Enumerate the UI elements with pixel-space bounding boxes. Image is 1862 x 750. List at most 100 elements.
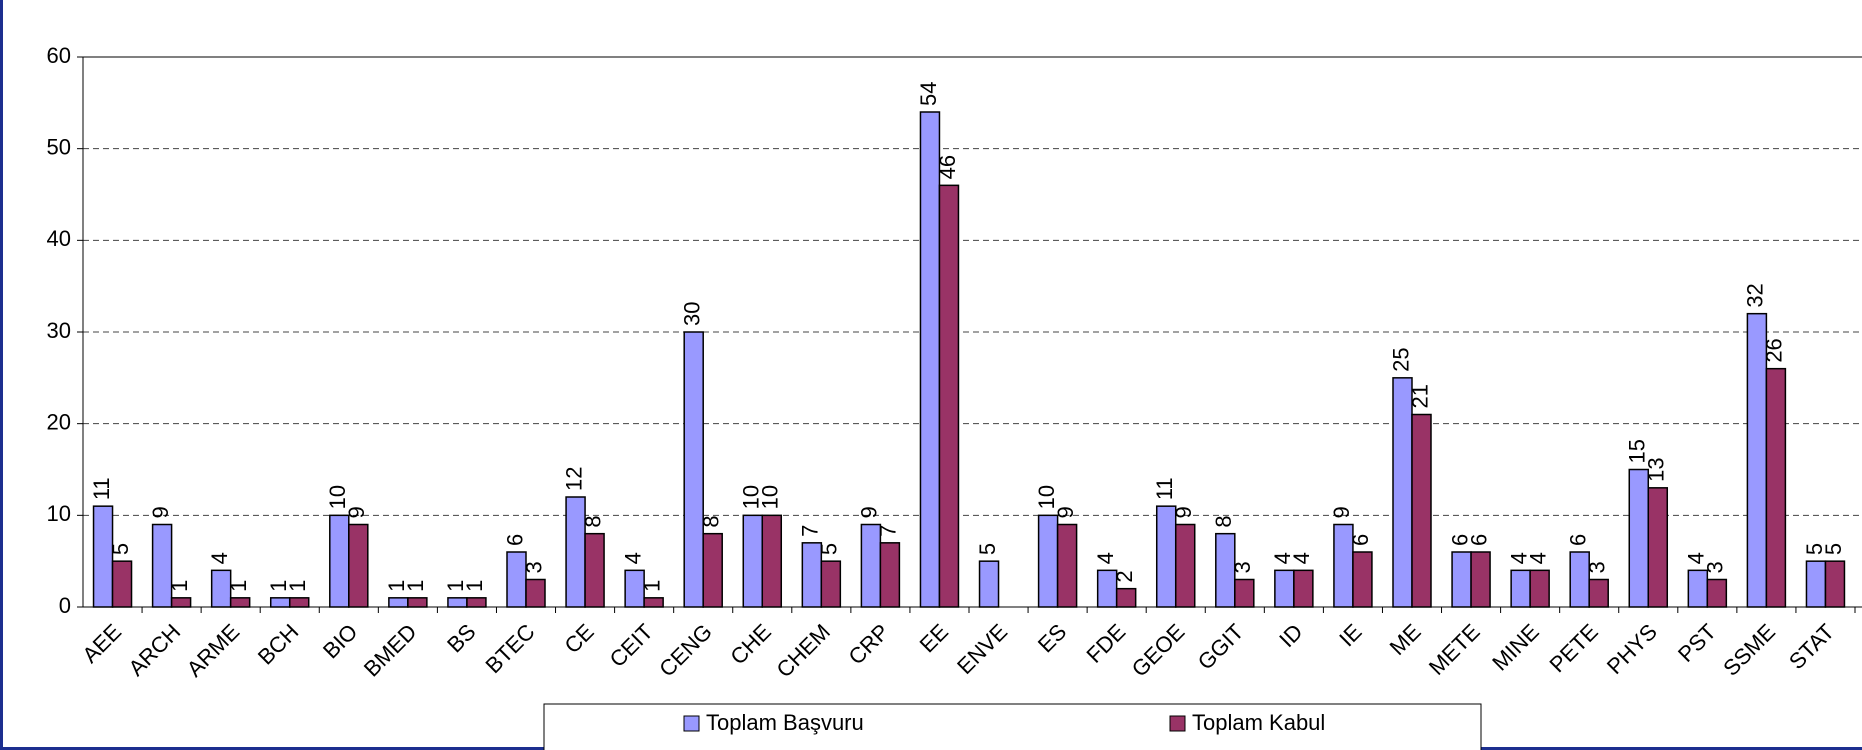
data-label: 10 (1034, 485, 1059, 509)
bar (1056, 523, 1078, 608)
data-label: 46 (935, 155, 960, 179)
data-label: 5 (975, 543, 1000, 555)
bar (210, 569, 232, 608)
bar (978, 560, 1000, 608)
bar (506, 551, 527, 608)
bar (1215, 532, 1236, 608)
data-label: 32 (1743, 283, 1768, 307)
data-label: 21 (1407, 384, 1432, 408)
y-tick-label: 60 (47, 43, 71, 68)
bar (92, 505, 114, 608)
data-label: 4 (1525, 552, 1550, 564)
data-label: 4 (1684, 552, 1709, 564)
data-label: 7 (798, 525, 823, 537)
legend-label: Toplam Başvuru (706, 710, 864, 735)
bar (229, 597, 251, 608)
bar (1115, 587, 1137, 608)
data-label: 8 (1211, 515, 1236, 527)
data-label: 1 (167, 580, 192, 592)
bar (1411, 413, 1432, 608)
bar (1569, 551, 1590, 608)
data-label: 54 (916, 82, 941, 106)
bar (269, 597, 291, 608)
data-label: 5 (817, 543, 842, 555)
bar (329, 514, 350, 608)
data-label: 9 (148, 506, 173, 518)
data-label: 2 (1112, 570, 1137, 582)
data-label: 1 (226, 580, 251, 592)
data-label: 7 (876, 525, 901, 537)
bar (1392, 377, 1413, 608)
data-label: 6 (1566, 534, 1591, 546)
legend-swatch (1169, 715, 1186, 732)
bar (525, 578, 546, 608)
legend (543, 703, 1482, 750)
data-label: 30 (680, 302, 705, 326)
bar (1451, 551, 1472, 608)
data-label: 12 (561, 467, 586, 491)
data-label: 6 (502, 534, 527, 546)
bar (447, 597, 468, 608)
bar (702, 532, 723, 608)
data-label: 4 (1289, 552, 1314, 564)
bar (1687, 569, 1709, 608)
bar (820, 560, 842, 608)
data-label: 11 (1152, 477, 1177, 500)
y-tick-label: 20 (47, 409, 71, 434)
bar (170, 597, 192, 608)
data-label: 9 (344, 506, 369, 518)
bar (1352, 551, 1373, 608)
bar (111, 560, 133, 608)
bar (407, 597, 428, 608)
bar (1765, 367, 1787, 608)
bar (742, 514, 764, 608)
data-label: 10 (758, 485, 783, 509)
bar (1510, 569, 1531, 608)
data-label: 9 (857, 506, 882, 518)
data-label: 4 (1506, 552, 1531, 564)
data-label: 11 (89, 477, 114, 500)
bar (288, 597, 310, 608)
data-label: 4 (620, 552, 645, 564)
data-label: 9 (1171, 506, 1196, 518)
y-tick-label: 40 (47, 226, 71, 251)
data-label: 13 (1644, 457, 1669, 481)
data-label: 3 (1703, 561, 1728, 573)
bar (1805, 560, 1827, 608)
data-label: 4 (1093, 552, 1118, 564)
bar (1293, 569, 1314, 608)
data-label: 3 (521, 561, 546, 573)
data-label: 8 (699, 515, 724, 527)
data-label: 5 (108, 543, 133, 555)
bar (919, 111, 941, 608)
data-label: 26 (1762, 338, 1787, 362)
bar (1628, 468, 1650, 608)
legend-swatch (683, 715, 700, 732)
bar (1155, 505, 1177, 608)
bar (879, 542, 901, 608)
data-label: 9 (1053, 506, 1078, 518)
y-tick-label: 30 (47, 318, 71, 343)
legend-label: Toplam Kabul (1192, 710, 1325, 735)
data-label: 10 (739, 485, 764, 509)
bar (683, 331, 704, 608)
bar (388, 597, 409, 608)
data-label: 5 (1821, 543, 1846, 555)
y-tick-label: 50 (47, 134, 71, 159)
data-label: 1 (462, 580, 487, 592)
data-label: 4 (207, 552, 232, 564)
bar (565, 496, 586, 608)
bar (1824, 560, 1846, 608)
data-label: 1 (403, 580, 428, 592)
data-label: 1 (639, 580, 664, 592)
bar (643, 597, 664, 608)
data-label: 25 (1388, 347, 1413, 371)
data-label: 1 (443, 580, 468, 592)
bar (624, 569, 645, 608)
bar (1174, 523, 1196, 608)
bar (1529, 569, 1550, 608)
bar (1588, 578, 1609, 608)
data-label: 3 (1585, 561, 1610, 573)
bar (151, 523, 173, 608)
